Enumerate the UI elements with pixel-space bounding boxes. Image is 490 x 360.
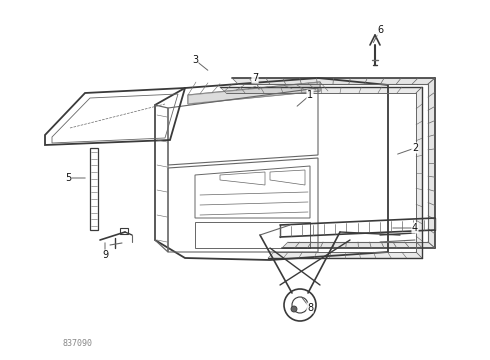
Text: 2: 2 [412, 143, 418, 153]
Text: 1: 1 [307, 90, 313, 100]
Text: 4: 4 [412, 223, 418, 233]
Polygon shape [188, 82, 320, 104]
Polygon shape [220, 87, 422, 93]
Text: 837090: 837090 [62, 339, 92, 348]
Text: 3: 3 [192, 55, 198, 65]
Text: 9: 9 [102, 250, 108, 260]
Text: 8: 8 [307, 303, 313, 313]
Polygon shape [232, 78, 435, 84]
Text: 7: 7 [252, 73, 258, 83]
Polygon shape [282, 242, 435, 248]
Polygon shape [428, 78, 435, 248]
Circle shape [291, 306, 297, 312]
Text: 6: 6 [377, 25, 383, 35]
Bar [120, 228, 128, 234]
Polygon shape [416, 87, 422, 258]
Text: 5: 5 [65, 173, 71, 183]
Polygon shape [268, 252, 422, 258]
